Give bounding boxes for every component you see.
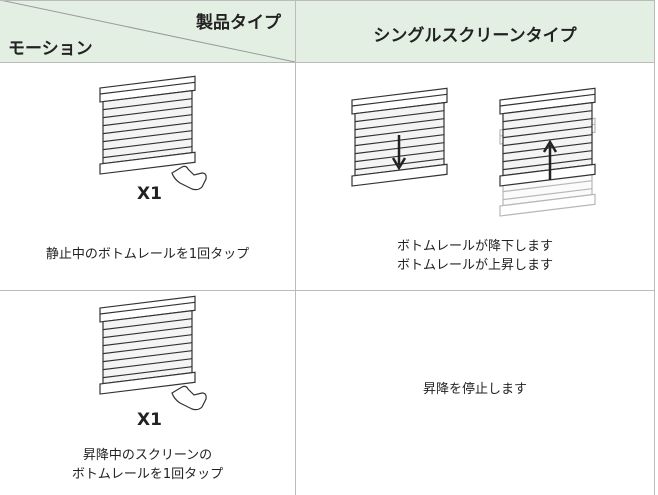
blind-icon	[99, 295, 207, 411]
border	[0, 62, 655, 63]
blind-down-icon	[351, 87, 448, 187]
header-cell: シングルスクリーンタイプ	[295, 0, 655, 62]
result-line: ボトムレールが上昇します	[396, 258, 553, 273]
screen-type: シングルスクリーンタイプ	[373, 26, 577, 46]
border	[0, 0, 655, 1]
diagonal	[0, 0, 296, 63]
border	[0, 290, 655, 291]
instruction: ボトムレールを1回タップ	[71, 467, 224, 482]
product-type: 製品タイプ	[196, 13, 281, 33]
result-line: ボトムレールが降下します	[396, 239, 553, 254]
border	[295, 0, 296, 495]
result: 昇降を停止します	[422, 382, 527, 397]
instruction: 昇降中のスクリーンの	[82, 448, 213, 463]
x1-label: X1	[137, 184, 162, 204]
instruction: 静止中のボトムレールを1回タップ	[45, 247, 250, 262]
x1-label: X1	[137, 410, 162, 430]
border	[654, 0, 655, 495]
motion: モーション	[8, 39, 93, 59]
blind-up-icon	[499, 87, 596, 217]
blind-icon	[99, 75, 207, 191]
header-cell: 製品タイプ モーション	[0, 0, 296, 63]
